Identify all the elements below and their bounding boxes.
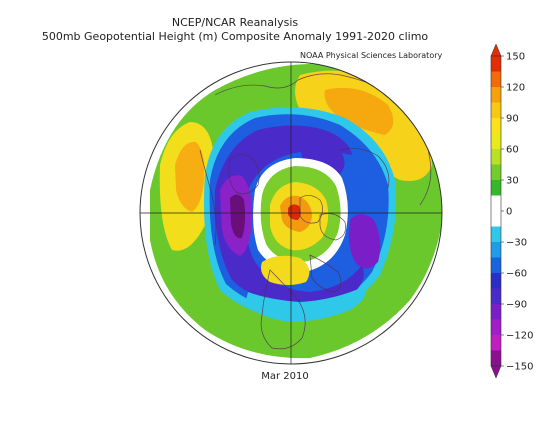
colorbar-tick-label: 0 — [506, 207, 512, 218]
colorbar-segment — [491, 118, 501, 134]
anomaly-low-alaska-core — [230, 194, 246, 239]
colorbar-segment — [491, 319, 501, 336]
colorbar-segment — [491, 242, 501, 258]
colorbar-segment — [491, 102, 501, 119]
colorbar-segment — [491, 195, 501, 212]
colorbar-segment — [491, 211, 501, 227]
colorbar-segment — [491, 257, 501, 274]
colorbar-segment — [491, 133, 501, 150]
anomaly-high-pacific-core — [175, 141, 205, 212]
anomaly-low-ring-purple — [214, 125, 364, 305]
colorbar-tick-label: 150 — [506, 52, 525, 63]
colorbar-tick-label: −90 — [506, 300, 527, 311]
colorbar-tick-label: −120 — [506, 331, 533, 342]
map-border — [139, 61, 443, 365]
colorbar-segment — [491, 164, 501, 181]
colorbar-arrow-top — [490, 43, 502, 57]
polar-map-disc — [140, 62, 442, 364]
colorbar-segment — [491, 350, 501, 367]
date-label: Mar 2010 — [261, 371, 309, 382]
colorbar-segment — [491, 226, 501, 243]
colorbar-tick-label: −30 — [506, 238, 527, 249]
colorbar-segment — [491, 180, 501, 196]
anomaly-south-low-band — [245, 286, 366, 322]
anomaly-north-america-positive — [261, 255, 310, 285]
anomaly-high-eurasia-core — [324, 87, 394, 135]
colorbar-tick-label: −60 — [506, 269, 527, 280]
title-line-1: NCEP/NCAR Reanalysis — [171, 16, 299, 29]
anomaly-low-atlantic — [348, 214, 381, 269]
colorbar-tick-label: 30 — [506, 176, 519, 187]
colorbar-segment — [491, 71, 501, 88]
colorbar-segment — [491, 304, 501, 320]
colorbar-segment — [491, 273, 501, 289]
credit-label: NOAA Physical Sciences Laboratory — [300, 51, 443, 60]
colorbar-segment — [491, 149, 501, 165]
colorbar-tick-label: 120 — [506, 83, 525, 94]
colorbar-tick-label: −150 — [506, 362, 533, 373]
continent-outlines — [199, 73, 432, 350]
colorbar-segment — [491, 87, 501, 103]
colorbar-tick-label: 90 — [506, 114, 519, 125]
colorbar-segment — [491, 56, 501, 72]
colorbar: 150 120 90 60 30 0 −30 −60 −90 −120 −150 — [490, 43, 533, 379]
colorbar-segment — [491, 288, 501, 305]
colorbar-tick-label: 60 — [506, 145, 519, 156]
colorbar-segment — [491, 335, 501, 351]
title-line-2: 500mb Geopotential Height (m) Composite … — [41, 30, 429, 43]
